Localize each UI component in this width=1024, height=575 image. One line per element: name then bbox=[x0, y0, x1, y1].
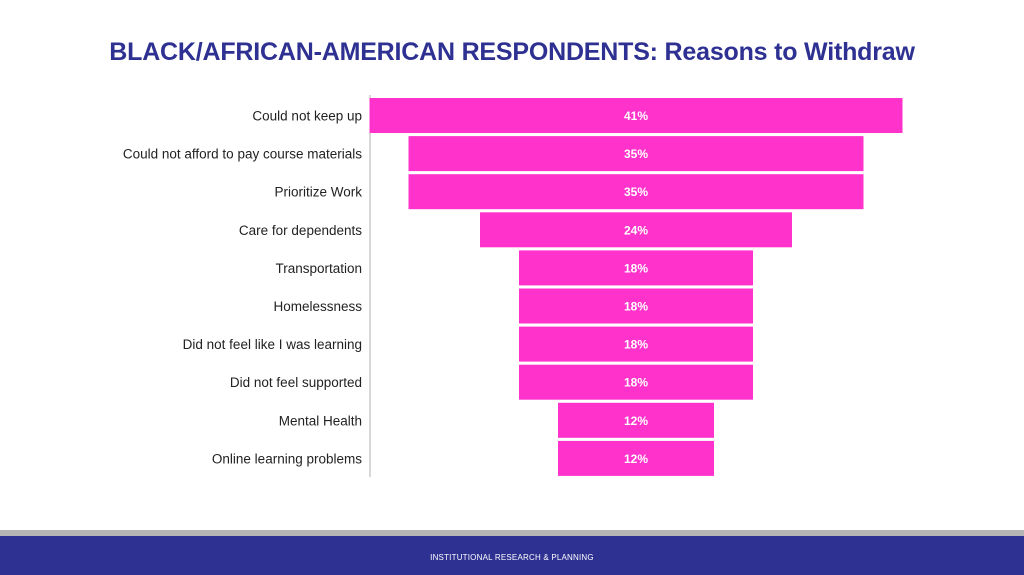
bar-5 bbox=[519, 288, 753, 324]
bar-8 bbox=[558, 402, 714, 438]
category-label-4: Transportation bbox=[275, 261, 362, 276]
slide-title: BLACK/AFRICAN-AMERICAN RESPONDENTS: Reas… bbox=[109, 38, 915, 66]
bar-7 bbox=[519, 364, 753, 400]
category-label-1: Could not afford to pay course materials bbox=[123, 147, 362, 162]
bar-9 bbox=[558, 440, 714, 476]
value-label-6: 18% bbox=[624, 338, 648, 352]
value-label-7: 18% bbox=[624, 376, 648, 390]
footer-text: INSTITUTIONAL RESEARCH & PLANNING bbox=[430, 553, 594, 562]
value-label-0: 41% bbox=[624, 109, 648, 123]
category-label-9: Online learning problems bbox=[212, 451, 362, 466]
value-label-9: 12% bbox=[624, 452, 648, 466]
category-label-3: Care for dependents bbox=[239, 223, 362, 238]
category-label-0: Could not keep up bbox=[252, 109, 362, 124]
category-label-6: Did not feel like I was learning bbox=[183, 337, 362, 352]
value-label-8: 12% bbox=[624, 414, 648, 428]
value-label-4: 18% bbox=[624, 261, 648, 275]
bar-4 bbox=[519, 250, 753, 286]
bars-group: 41% 35% 35% 24% 18% 18% 18% 18% 12% 12% bbox=[369, 98, 903, 476]
value-label-3: 24% bbox=[624, 223, 648, 237]
category-labels-group: Could not keep up Could not afford to pay… bbox=[123, 109, 362, 467]
category-label-5: Homelessness bbox=[273, 299, 362, 314]
footer-divider bbox=[0, 530, 1024, 536]
value-label-2: 35% bbox=[624, 185, 648, 199]
value-label-1: 35% bbox=[624, 147, 648, 161]
footer-bar: INSTITUTIONAL RESEARCH & PLANNING bbox=[0, 536, 1024, 575]
bar-2 bbox=[408, 174, 864, 210]
bar-3 bbox=[480, 212, 792, 248]
bar-6 bbox=[519, 326, 753, 362]
category-label-2: Prioritize Work bbox=[274, 185, 362, 200]
bar-1 bbox=[408, 136, 864, 172]
category-label-8: Mental Health bbox=[279, 413, 362, 428]
value-label-5: 18% bbox=[624, 300, 648, 314]
bar-0 bbox=[369, 98, 903, 133]
category-label-7: Did not feel supported bbox=[230, 375, 362, 390]
